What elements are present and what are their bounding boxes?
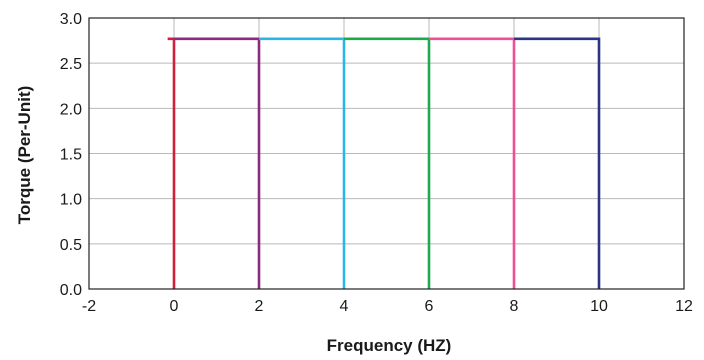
x-tick-label: -2: [82, 298, 96, 315]
series-line-5: [429, 37, 516, 289]
series-line-4: [344, 37, 431, 289]
y-tick-label: 3.0: [60, 11, 82, 28]
plot-area-frame: [88, 17, 685, 290]
series-line-3: [259, 37, 346, 289]
series-lines: [167, 37, 601, 289]
x-tick-label: 10: [590, 298, 608, 315]
y-tick-label: 0.0: [60, 282, 82, 299]
y-tick-label: 2.0: [60, 101, 82, 118]
series-line-6: [514, 37, 601, 289]
y-tick-label: 1.0: [60, 192, 82, 209]
x-tick-label: 0: [170, 298, 179, 315]
x-axis-ticks: -2 0 2 4 6 8 10 12: [82, 298, 693, 315]
grid-lines: [88, 17, 685, 290]
x-tick-label: 6: [425, 298, 434, 315]
x-tick-label: 4: [340, 298, 349, 315]
y-axis-ticks: 0.0 0.5 1.0 1.5 2.0 2.5 3.0: [60, 11, 82, 299]
x-tick-label: 12: [675, 298, 693, 315]
y-tick-label: 2.5: [60, 56, 82, 73]
x-axis-label: Frequency (HZ): [327, 336, 452, 355]
series-line-1: [167, 37, 176, 289]
series-line-2: [174, 37, 261, 289]
y-axis-label: Torque (Per-Unit): [15, 86, 34, 225]
y-tick-label: 0.5: [60, 237, 82, 254]
x-tick-label: 2: [255, 298, 264, 315]
x-tick-label: 8: [510, 298, 519, 315]
y-tick-label: 1.5: [60, 147, 82, 164]
